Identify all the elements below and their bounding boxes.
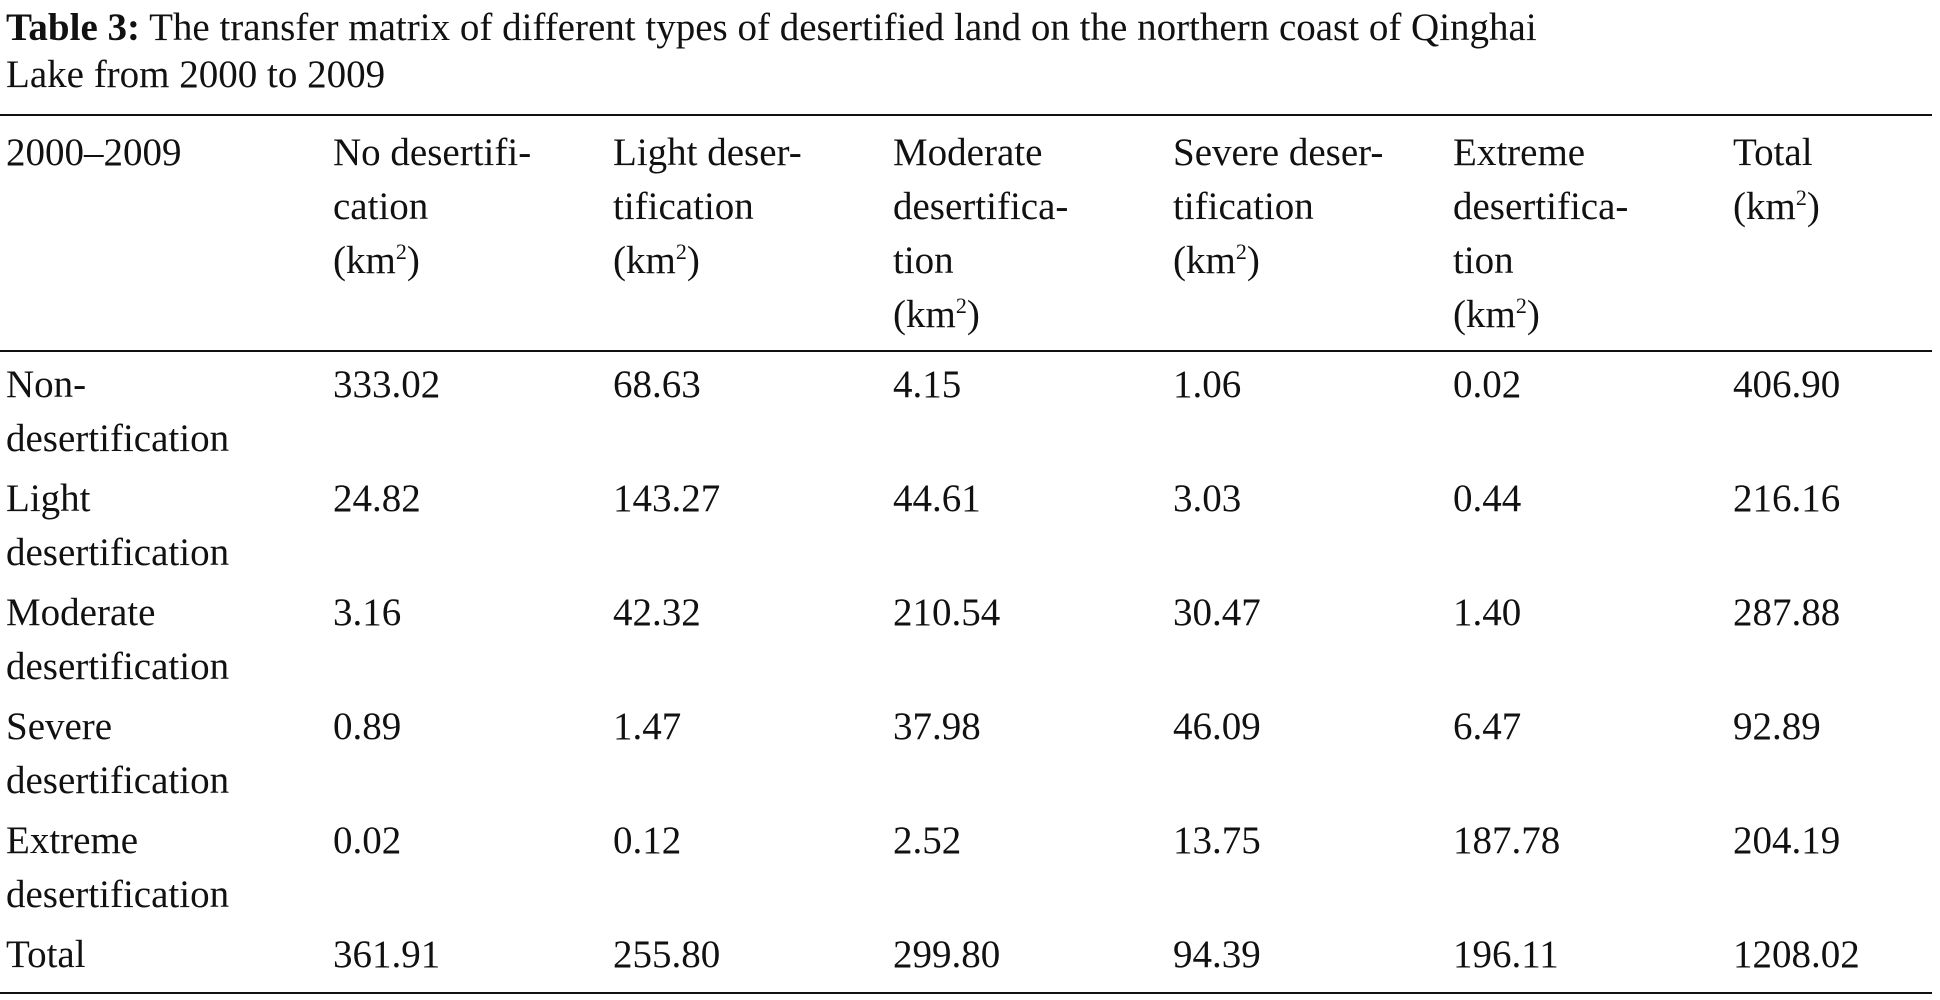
table-cell: 406.90 [1733,363,1841,406]
table-cell: 0.44 [1453,477,1522,520]
table-cell: 1.47 [613,705,682,748]
table-cell: 3.16 [333,591,402,634]
unit-label: (km2) [1453,293,1540,336]
table-cell: 187.78 [1453,819,1561,862]
row-label: Total [6,933,86,976]
row-label: Severe desertification [6,705,230,802]
table-cell: 2.52 [893,819,962,862]
table-cell: 24.82 [333,477,421,520]
unit-label: (km2) [613,239,700,282]
table-cell: 44.61 [893,477,981,520]
caption-label: Table 3: [6,6,141,49]
column-header: Light deser-tification (km2) [613,126,802,288]
table-cell: 299.80 [893,933,1001,976]
table-cell: 361.91 [333,933,441,976]
table-cell: 92.89 [1733,705,1821,748]
table-top-rule [0,114,1932,116]
column-header: Total (km2) [1733,126,1820,234]
unit-label: (km2) [893,293,980,336]
table-cell: 0.89 [333,705,402,748]
caption-text-line2: Lake from 2000 to 2009 [6,53,386,96]
header-bottom-rule [0,350,1932,352]
column-header: No desertifi-cation (km2) [333,126,531,288]
row-label: Extreme desertification [6,819,230,916]
column-header: Moderate desertifica-tion (km2) [893,126,1068,342]
row-label: Moderate desertification [6,591,230,688]
table-cell: 4.15 [893,363,962,406]
table-caption: Table 3: The transfer matrix of differen… [6,4,1932,98]
table-cell: 46.09 [1173,705,1261,748]
row-label: Light desertification [6,477,230,574]
table-cell: 30.47 [1173,591,1261,634]
table-cell: 1.40 [1453,591,1522,634]
table-cell: 0.02 [1453,363,1522,406]
table-cell: 13.75 [1173,819,1261,862]
table-bottom-rule [0,992,1932,994]
table-cell: 1208.02 [1733,933,1860,976]
table-cell: 3.03 [1173,477,1242,520]
column-header: Extreme desertifica-tion (km2) [1453,126,1628,342]
unit-label: (km2) [1733,185,1820,228]
table-cell: 204.19 [1733,819,1841,862]
table-cell: 6.47 [1453,705,1522,748]
table-cell: 143.27 [613,477,721,520]
table-cell: 210.54 [893,591,1001,634]
unit-label: (km2) [1173,239,1260,282]
column-header: Severe deser-tification (km2) [1173,126,1383,288]
table-cell: 196.11 [1453,933,1559,976]
unit-label: (km2) [333,239,420,282]
table-cell: 1.06 [1173,363,1242,406]
table-cell: 0.02 [333,819,402,862]
table-cell: 287.88 [1733,591,1841,634]
table-cell: 255.80 [613,933,721,976]
stub-header: 2000–2009 [6,131,182,174]
table-cell: 333.02 [333,363,441,406]
table-cell: 37.98 [893,705,981,748]
row-label: Non-desertification [6,363,230,460]
caption-text-line1: The transfer matrix of different types o… [149,6,1537,49]
table-cell: 68.63 [613,363,701,406]
table-cell: 94.39 [1173,933,1261,976]
table-cell: 0.12 [613,819,682,862]
table-cell: 42.32 [613,591,701,634]
table-cell: 216.16 [1733,477,1841,520]
